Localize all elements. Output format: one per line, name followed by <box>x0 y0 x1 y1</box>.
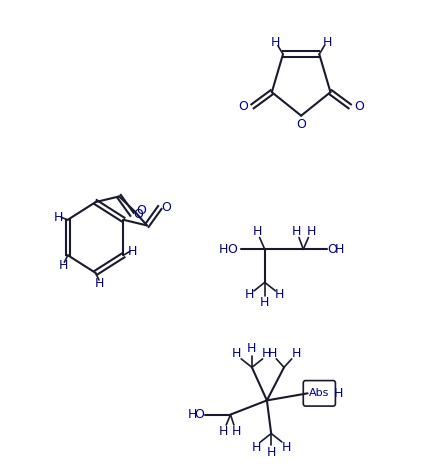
Text: H: H <box>266 446 275 459</box>
Text: H: H <box>261 347 271 360</box>
Text: H: H <box>281 441 290 454</box>
Text: O: O <box>326 243 336 256</box>
Text: Abs: Abs <box>308 389 329 399</box>
Text: H: H <box>187 408 196 421</box>
Text: H: H <box>322 36 331 49</box>
Text: H: H <box>306 225 315 238</box>
Text: H: H <box>259 296 269 309</box>
Text: O: O <box>226 243 236 256</box>
Text: O: O <box>133 208 143 221</box>
Text: H: H <box>291 225 301 238</box>
Text: H: H <box>247 342 256 355</box>
Text: O: O <box>194 408 204 421</box>
Text: H: H <box>218 425 228 437</box>
Text: H: H <box>334 243 344 256</box>
Text: O: O <box>238 100 248 113</box>
Text: H: H <box>231 425 241 437</box>
Text: O: O <box>160 201 170 214</box>
Text: H: H <box>245 288 254 301</box>
Text: H: H <box>232 347 241 360</box>
Text: H: H <box>128 245 137 258</box>
Text: H: H <box>95 277 104 290</box>
Text: H: H <box>267 347 276 360</box>
Text: H: H <box>252 225 261 238</box>
Text: O: O <box>136 204 146 218</box>
Text: H: H <box>54 211 63 224</box>
Text: H: H <box>274 288 284 301</box>
Text: H: H <box>218 243 227 256</box>
Text: H: H <box>251 441 260 454</box>
Text: O: O <box>295 118 305 131</box>
Text: H: H <box>333 387 342 400</box>
Text: H: H <box>58 259 68 272</box>
Text: O: O <box>353 100 363 113</box>
Text: H: H <box>291 347 300 360</box>
FancyBboxPatch shape <box>303 380 335 406</box>
Text: H: H <box>270 36 280 49</box>
